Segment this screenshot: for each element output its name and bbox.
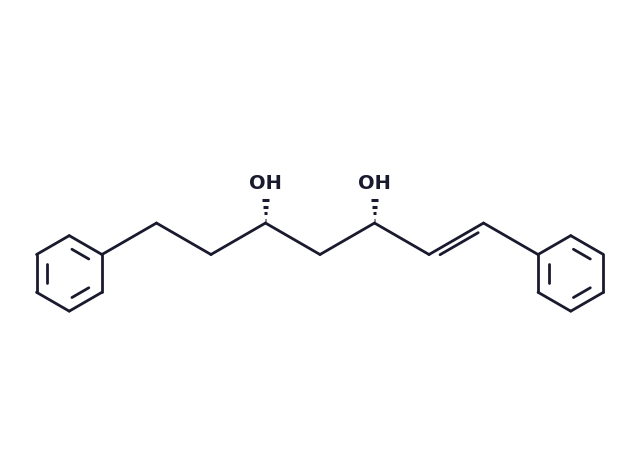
Text: OH: OH [358,174,391,194]
Text: OH: OH [249,174,282,194]
